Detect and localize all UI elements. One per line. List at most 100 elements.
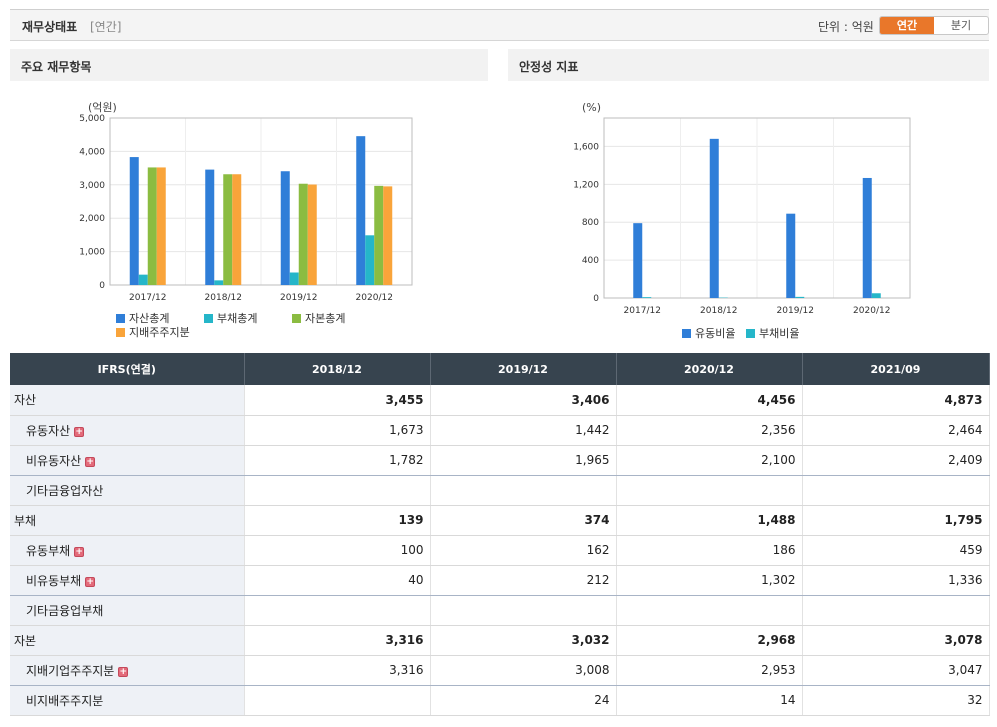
- table-cell: [802, 475, 990, 506]
- row-label-text: 비유동자산: [26, 453, 82, 468]
- bar-2: [871, 293, 881, 298]
- balance-sheet-table: IFRS(연결) 2018/12 2019/12 2020/12 2021/09…: [10, 353, 990, 716]
- table-cell: 162: [430, 535, 617, 566]
- legend-swatch: [116, 314, 125, 323]
- y-tick-label: 1,200: [573, 180, 599, 190]
- bar-1: [356, 136, 366, 285]
- table-row: 부채 139 374 1,488 1,795: [10, 505, 990, 536]
- expand-plus-icon[interactable]: +: [85, 456, 96, 467]
- table-row: 자산 3,455 3,406 4,456 4,873: [10, 385, 990, 416]
- row-label: 비지배주주지분: [10, 685, 245, 716]
- table-header-label: IFRS(연결): [10, 353, 245, 385]
- table-cell: 4,456: [616, 385, 803, 416]
- bar-1: [862, 177, 872, 298]
- row-label: 유동부채 +: [10, 535, 245, 566]
- table-cell: 1,488: [616, 505, 803, 536]
- legend-label: 부채총계: [217, 312, 257, 325]
- table-cell: 374: [430, 505, 617, 536]
- table-row: 기타금융업자산: [10, 475, 990, 506]
- table-row: 유동부채 +100 162 186 459: [10, 535, 990, 566]
- y-tick-label: 0: [99, 281, 105, 291]
- bar-1: [129, 157, 139, 285]
- row-label-text: 기타금융업부채: [26, 603, 104, 618]
- table-cell: 3,008: [430, 655, 617, 686]
- row-label-text: 비유동부채: [26, 573, 82, 588]
- bar-2: [214, 280, 224, 285]
- table-cell: 1,336: [802, 565, 990, 596]
- x-tick-label: 2018/12: [700, 306, 737, 316]
- expand-plus-icon[interactable]: +: [74, 426, 85, 437]
- stability-title: 안정성 지표: [508, 49, 989, 81]
- section-header: 재무상태표 [연간] 단위 : 억원 연간 분기: [10, 9, 989, 41]
- row-label-text: 기타금융업자산: [26, 483, 104, 498]
- table-cell: 4,873: [802, 385, 990, 416]
- quarter-toggle-button[interactable]: 분기: [950, 19, 972, 32]
- y-tick-label: 5,000: [79, 114, 105, 124]
- bar-1: [709, 138, 719, 298]
- table-cell: 2,464: [802, 415, 990, 446]
- table-cell: [616, 475, 803, 506]
- table-cell: 1,965: [430, 445, 617, 476]
- legend-swatch: [116, 328, 125, 337]
- bar-3: [223, 174, 233, 285]
- row-label-text: 자본: [14, 633, 37, 648]
- row-label: 자산: [10, 385, 245, 416]
- table-row: 유동자산 +1,673 1,442 2,356 2,464: [10, 415, 990, 446]
- table-cell: [616, 595, 803, 626]
- table-cell: 1,442: [430, 415, 617, 446]
- legend-swatch: [292, 314, 301, 323]
- x-tick-label: 2020/12: [853, 306, 890, 316]
- row-label: 기타금융업부채: [10, 595, 245, 626]
- table-header-row: IFRS(연결) 2018/12 2019/12 2020/12 2021/09: [10, 353, 990, 385]
- table-header-col: 2021/09: [802, 353, 990, 385]
- annual-toggle-button[interactable]: 연간: [880, 17, 934, 34]
- table-cell: 3,455: [244, 385, 431, 416]
- expand-plus-icon[interactable]: +: [74, 546, 85, 557]
- y-tick-label: 1,000: [79, 248, 105, 258]
- bar-3: [374, 185, 384, 285]
- table-cell: [430, 595, 617, 626]
- row-label-text: 비지배주주지분: [26, 693, 104, 708]
- table-cell: 3,078: [802, 625, 990, 656]
- legend-swatch: [204, 314, 213, 323]
- y-tick-label: 3,000: [79, 181, 105, 191]
- bar-1: [633, 223, 643, 298]
- legend-label: 부채비율: [759, 327, 799, 340]
- table-row: 비유동자산 +1,782 1,965 2,100 2,409: [10, 445, 990, 476]
- row-label: 지배기업주주지분 +: [10, 655, 245, 686]
- table-cell: 3,316: [244, 625, 431, 656]
- expand-plus-icon[interactable]: +: [85, 576, 96, 587]
- row-label-text: 자산: [14, 393, 37, 408]
- expand-plus-icon[interactable]: +: [118, 666, 129, 677]
- key-items-panel: 주요 재무항목 (억원) 0 1,000 2,000 3,000 4,000 5,000 20…: [10, 49, 488, 351]
- table-cell: [802, 595, 990, 626]
- bar-1: [786, 213, 796, 298]
- bar-2: [138, 274, 148, 285]
- table-row: 자본 3,316 3,032 2,968 3,078: [10, 625, 990, 656]
- key-items-title: 주요 재무항목: [10, 49, 488, 81]
- table-cell: 1,673: [244, 415, 431, 446]
- table-cell: 32: [802, 685, 990, 716]
- table-header-col: 2020/12: [616, 353, 803, 385]
- bar-2: [289, 272, 299, 285]
- y-tick-label: 4,000: [79, 147, 105, 157]
- table-row: 기타금융업부채: [10, 595, 990, 626]
- row-label: 부채: [10, 505, 245, 536]
- bar-3: [147, 167, 157, 285]
- legend-label: 유동비율: [695, 327, 735, 340]
- table-cell: 3,316: [244, 655, 431, 686]
- table-cell: 1,782: [244, 445, 431, 476]
- legend-label: 자본총계: [305, 312, 345, 325]
- row-label: 유동자산 +: [10, 415, 245, 446]
- section-subtitle: [연간]: [90, 20, 122, 34]
- table-cell: 14: [616, 685, 803, 716]
- table-cell: 139: [244, 505, 431, 536]
- unit-label: 단위 : 억원: [818, 20, 874, 34]
- table-cell: 40: [244, 565, 431, 596]
- x-tick-label: 2018/12: [205, 293, 242, 303]
- period-toggle: 연간 분기: [879, 16, 989, 35]
- row-label-text: 유동부채: [26, 543, 71, 558]
- table-cell: 100: [244, 535, 431, 566]
- bar-1: [280, 171, 290, 285]
- table-cell: 212: [430, 565, 617, 596]
